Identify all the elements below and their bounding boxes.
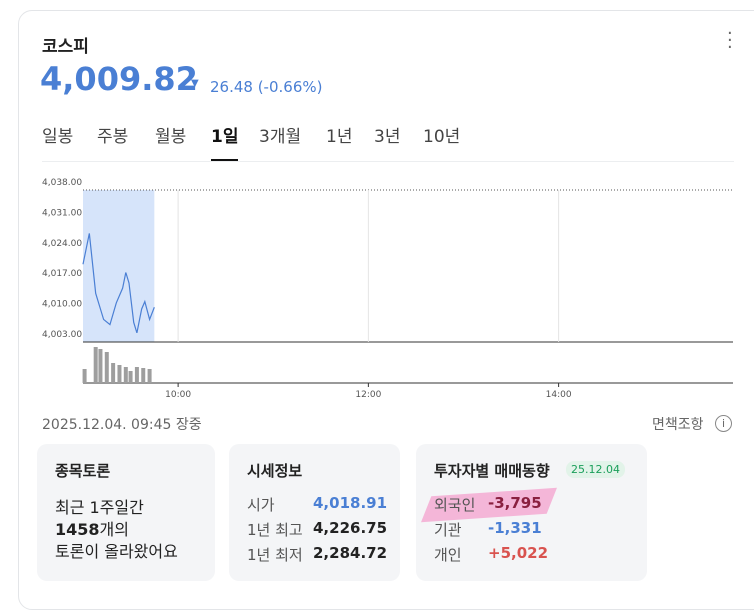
row-value: -3,795 [488,494,542,512]
price-change: 26.48 (-0.66%) [210,78,323,96]
down-arrow: ▼ [191,78,199,89]
x-tick-label: 14:00 [546,390,572,400]
discussion-card[interactable]: 종목토론 최근 1주일간 1458개의 토론이 올라왔어요 [37,444,215,581]
y-tick-label: 4,031.00 [42,208,82,218]
price: 4,009.82 [40,60,198,98]
volume-bar [134,367,139,383]
y-tick-label: 4,024.00 [42,239,82,249]
tab[interactable]: 1일 [211,122,239,161]
disclaimer[interactable]: 면책조항 [652,417,704,433]
tab[interactable]: 3년 [374,127,401,147]
volume-bar [111,363,116,383]
x-tick-label: 10:00 [165,390,191,400]
y-tick-label: 4,003.00 [42,330,82,340]
volume-bar [147,369,152,383]
card-text: 개의 [99,520,129,539]
row-label: 1년 최고 [247,521,303,539]
row-label: 개인 [434,546,462,564]
tab[interactable]: 월봉 [155,127,187,147]
row-value: 4,226.75 [313,519,388,537]
volume-bar [104,352,109,383]
card-title: 시세정보 [247,462,303,480]
card-text: 토론이 올라왔어요 [55,542,178,561]
y-tick-label: 4,010.00 [42,300,82,310]
row-label: 시가 [247,496,275,514]
volume-bar [128,371,133,383]
investor-card[interactable]: 투자자별 매매동향 25.12.04 외국인 -3,795 기관 -1,331 … [416,444,647,581]
y-tick-label: 4,038.00 [42,178,82,188]
volume-bar [117,365,122,383]
row-label: 기관 [434,521,462,539]
volume-bar [123,367,128,383]
info-icon[interactable]: i [715,415,732,432]
quote-card[interactable]: 시세정보 시가 4,018.91 1년 최고 4,226.75 1년 최저 2,… [229,444,400,581]
tab[interactable]: 1년 [326,127,353,147]
card-title: 종목토론 [55,462,111,480]
tab[interactable]: 주봉 [97,127,129,147]
x-tick-label: 12:00 [355,390,381,400]
row-value: 4,018.91 [313,494,388,512]
tab[interactable]: 일봉 [42,127,74,147]
more-menu[interactable]: · · · [727,23,733,58]
row-value: -1,331 [488,519,542,537]
title: 코스피 [42,37,89,57]
card-text: 최근 1주일간 [55,498,144,517]
count: 1458 [55,520,100,539]
tab[interactable]: 10년 [423,127,461,147]
price-line [82,233,155,334]
volume-bar [93,347,98,383]
card-text: 1458개의 [55,516,129,540]
volume-bar [141,368,146,383]
timestamp: 2025.12.04. 09:45 장중 [42,417,202,433]
card-title: 투자자별 매매동향 [434,462,550,480]
volume-bar [98,349,103,383]
row-value: 2,284.72 [313,544,388,562]
divider [42,161,734,162]
row-label: 1년 최저 [247,546,303,564]
row-label: 외국인 [434,496,476,514]
tab[interactable]: 3개월 [259,127,302,147]
y-tick-label: 4,017.00 [42,269,82,279]
volume-bar [82,369,87,383]
chart: 4,003.00 4,010.00 4,017.00 4,024.00 4,031.00… [42,178,733,400]
row-value: +5,022 [488,544,549,562]
session-shade [83,190,155,342]
badge: 25.12.04 [566,461,625,478]
